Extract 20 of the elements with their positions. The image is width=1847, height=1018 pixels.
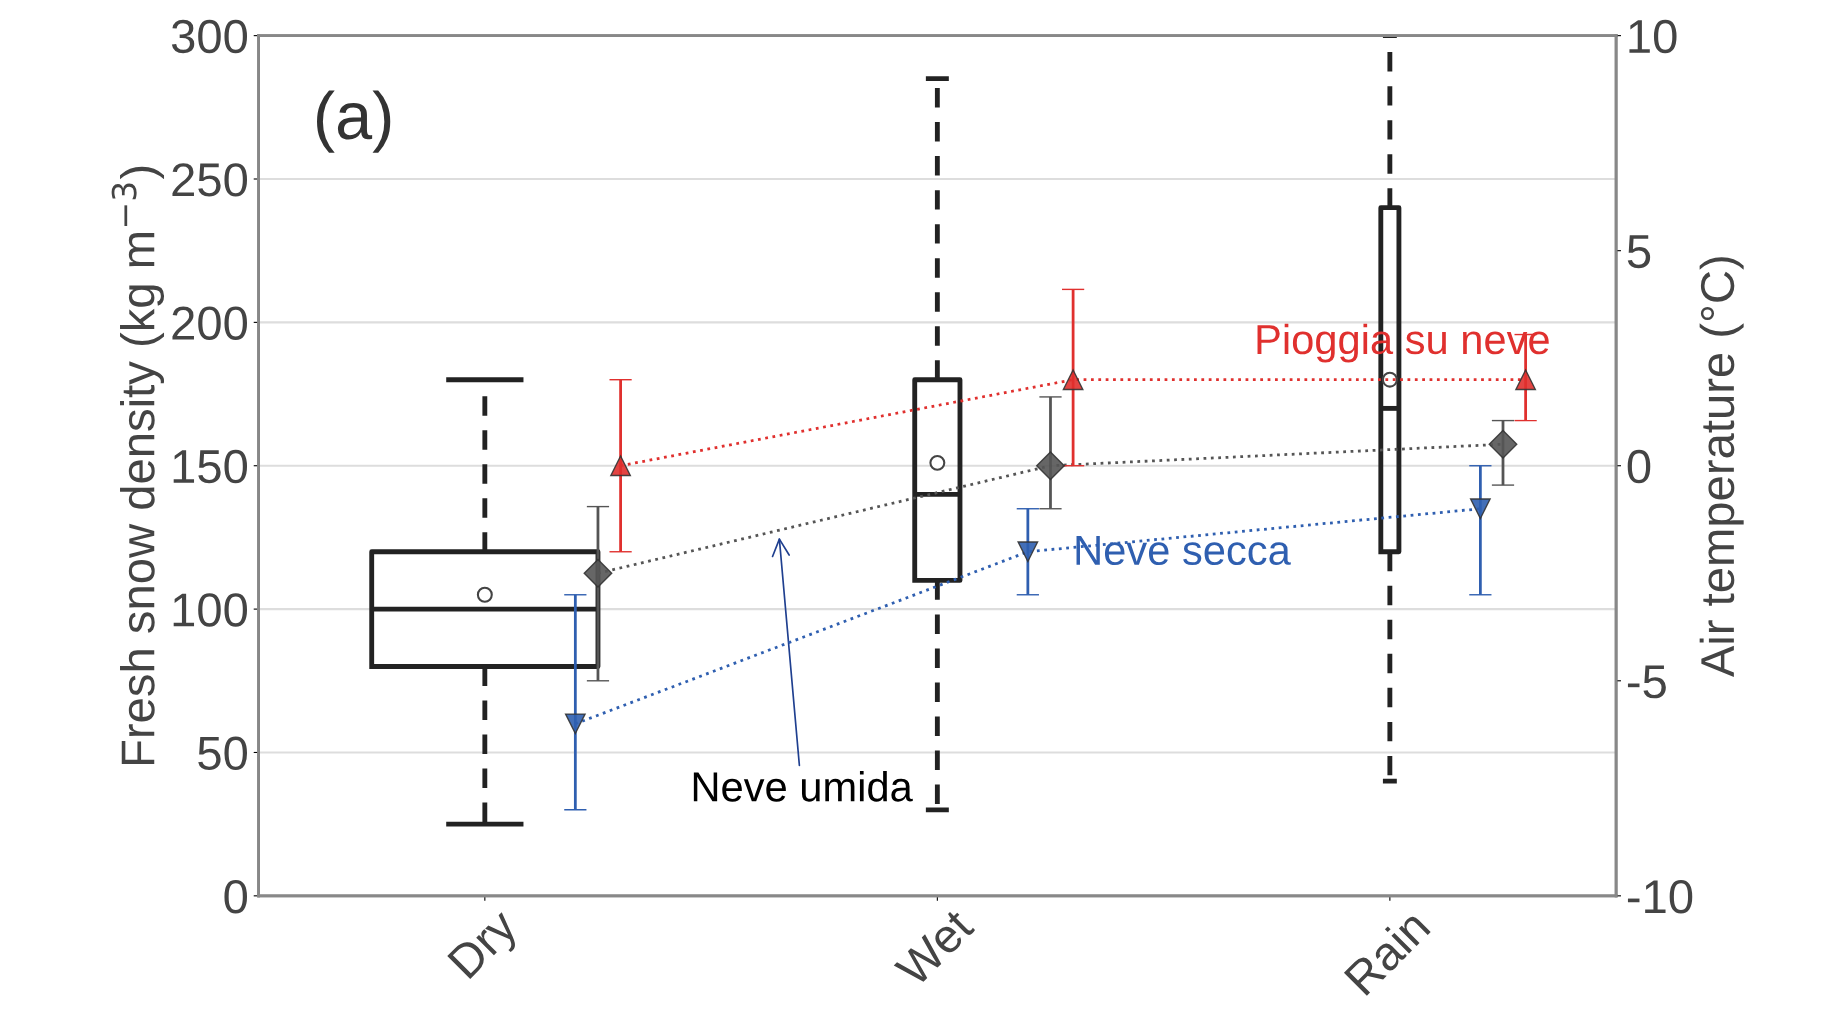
y2-axis-title: Air temperature (°C) (1699, 257, 1744, 678)
x-tick-label: Dry (447, 906, 527, 986)
y-tick-label: 300 (171, 19, 248, 54)
y2-tick-label: 0 (1627, 449, 1651, 484)
series-label: Neve secca (1076, 535, 1291, 566)
y-tick-label: 150 (173, 449, 248, 484)
y-axis-title: Fresh snow density (kg m$^{−3}$) (111, 166, 165, 765)
y2-tick-label: -5 (1627, 665, 1666, 699)
y2-tick-label: -10 (1627, 879, 1693, 914)
y-tick-label: 50 (198, 736, 248, 771)
y-tick-label: 250 (172, 163, 248, 197)
x-tick-label: Wet (893, 907, 976, 989)
y-tick-label: 0 (224, 879, 248, 914)
y2-tick-label: 10 (1629, 19, 1677, 54)
x-tick-label: Rain (1342, 907, 1431, 997)
annotation: (a) (317, 90, 391, 153)
y-tick-label: 200 (172, 306, 248, 340)
y-tick-label: 100 (173, 593, 248, 627)
text: Neve umida (693, 771, 913, 802)
y2-tick-label: 5 (1627, 235, 1651, 269)
